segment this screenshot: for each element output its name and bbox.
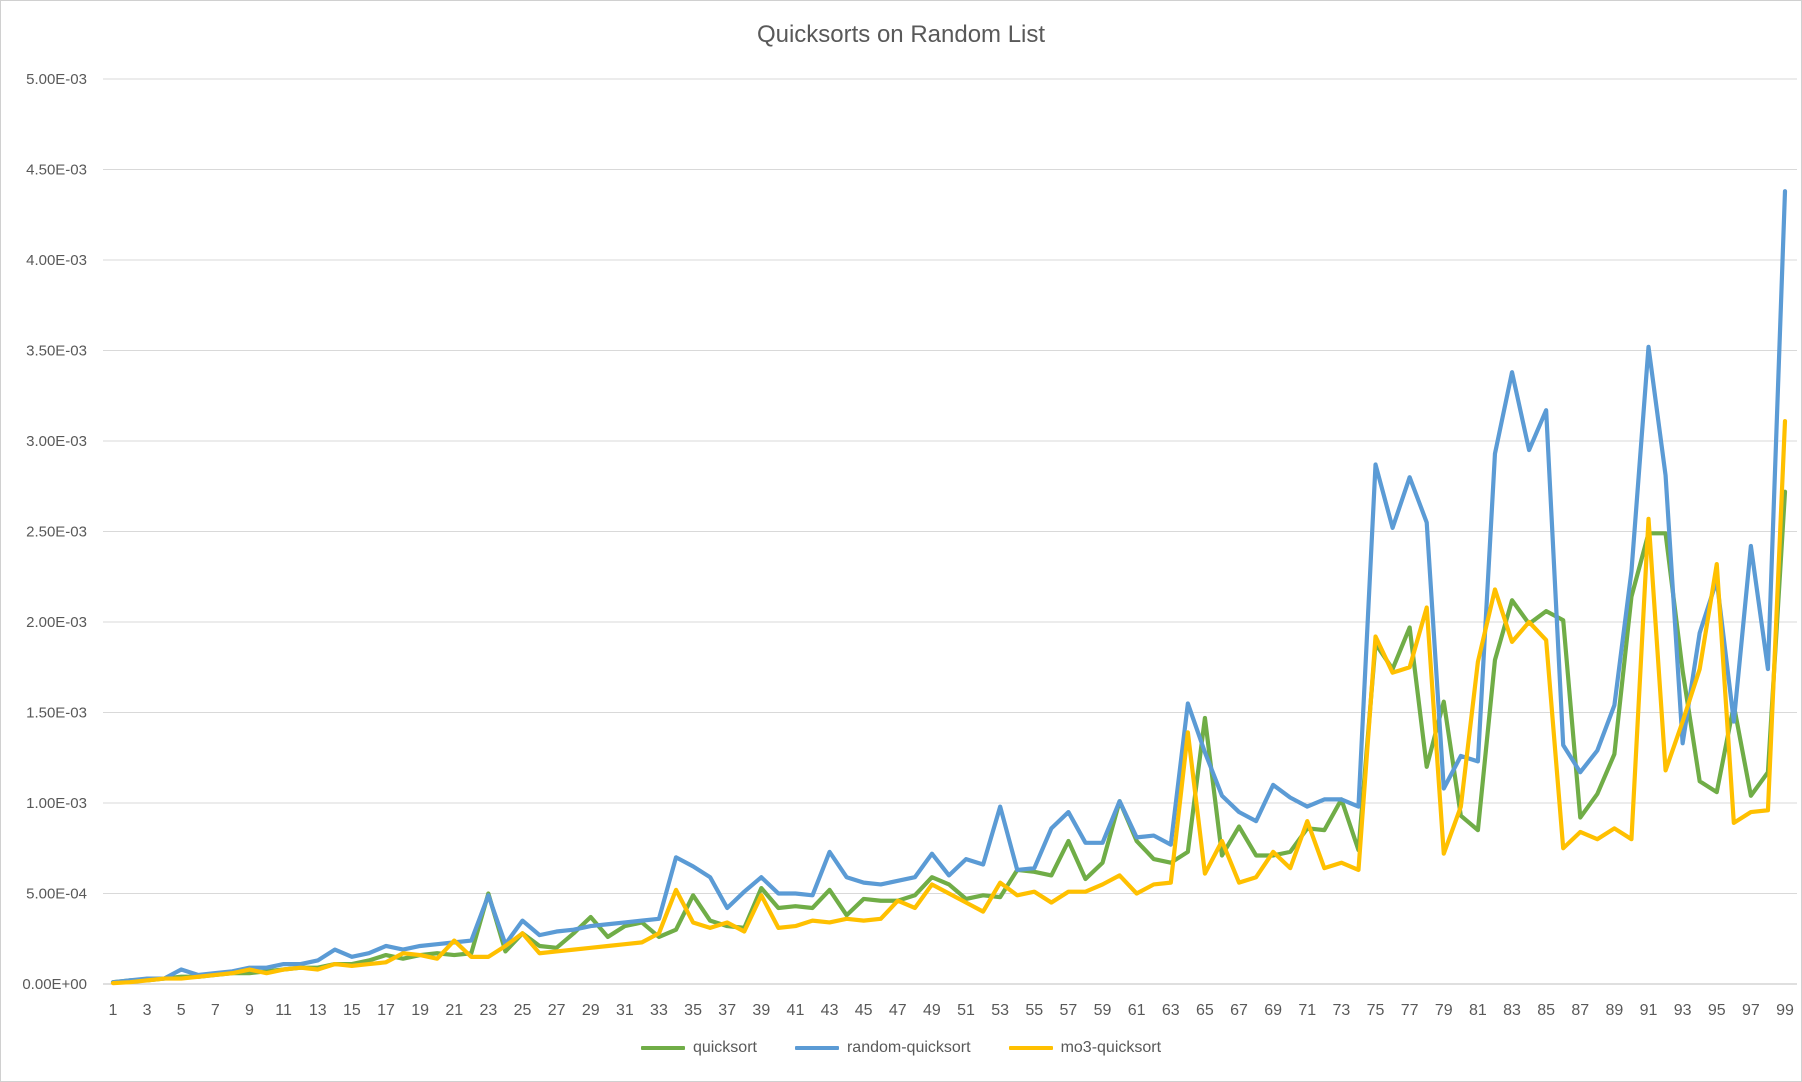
- x-tick-label: 67: [1230, 1002, 1248, 1019]
- legend-item-random-quicksort: random-quicksort: [794, 1039, 971, 1057]
- x-tick-label: 81: [1469, 1002, 1487, 1019]
- x-tick-label: 3: [143, 1002, 152, 1019]
- y-tick-label: 4.00E-03: [26, 252, 87, 269]
- legend: quicksort random-quicksort mo3-quicksort: [1, 1039, 1801, 1057]
- x-tick-label: 55: [1025, 1002, 1043, 1019]
- series-line-mo3-quicksort: [110, 418, 1788, 986]
- x-tick-label: 17: [377, 1002, 395, 1019]
- x-tick-label: 35: [684, 1002, 702, 1019]
- x-tick-label: 65: [1196, 1002, 1214, 1019]
- x-tick-label: 79: [1435, 1002, 1453, 1019]
- y-tick-label: 5.00E-04: [26, 886, 87, 903]
- x-tick-label: 89: [1605, 1002, 1623, 1019]
- x-tick-label: 57: [1060, 1002, 1078, 1019]
- x-tick-label: 45: [855, 1002, 873, 1019]
- y-tick-label: 3.00E-03: [26, 433, 87, 450]
- x-tick-label: 99: [1776, 1002, 1794, 1019]
- x-tick-label: 31: [616, 1002, 634, 1019]
- x-tick-label: 69: [1264, 1002, 1282, 1019]
- legend-label: random-quicksort: [846, 1039, 971, 1056]
- x-tick-label: 41: [787, 1002, 805, 1019]
- x-tick-label: 49: [923, 1002, 941, 1019]
- x-tick-label: 61: [1128, 1002, 1146, 1019]
- y-tick-label: 2.00E-03: [26, 614, 87, 631]
- x-tick-label: 21: [445, 1002, 463, 1019]
- series-line-random-quicksort: [110, 189, 1788, 985]
- x-tick-label: 87: [1571, 1002, 1589, 1019]
- series-lines: [110, 189, 1788, 986]
- y-axis-tick-labels: 0.00E+00 5.00E-04 1.00E-03 1.50E-03 2.00E-03…: [22, 71, 87, 993]
- x-tick-label: 9: [245, 1002, 254, 1019]
- x-tick-label: 39: [752, 1002, 770, 1019]
- x-tick-label: 15: [343, 1002, 361, 1019]
- series-line-quicksort: [110, 489, 1788, 985]
- x-tick-label: 85: [1537, 1002, 1555, 1019]
- y-tick-label: 3.50E-03: [26, 343, 87, 360]
- gridlines: [103, 78, 1797, 985]
- x-tick-label: 53: [991, 1002, 1009, 1019]
- y-tick-label: 2.50E-03: [26, 524, 87, 541]
- y-tick-label: 1.00E-03: [26, 795, 87, 812]
- x-tick-label: 29: [582, 1002, 600, 1019]
- x-tick-label: 73: [1333, 1002, 1351, 1019]
- x-tick-label: 97: [1742, 1002, 1760, 1019]
- x-tick-label: 11: [275, 1002, 292, 1019]
- x-tick-label: 23: [479, 1002, 497, 1019]
- x-tick-label: 13: [309, 1002, 327, 1019]
- x-tick-label: 75: [1367, 1002, 1385, 1019]
- chart-title: Quicksorts on Random List: [756, 21, 1046, 48]
- x-tick-label: 93: [1674, 1002, 1692, 1019]
- x-tick-label: 77: [1401, 1002, 1419, 1019]
- x-tick-label: 91: [1640, 1002, 1658, 1019]
- legend-item-quicksort: quicksort: [640, 1039, 757, 1057]
- x-tick-label: 71: [1298, 1002, 1316, 1019]
- legend-swatch: [1008, 1046, 1053, 1050]
- x-tick-label: 33: [650, 1002, 668, 1019]
- x-tick-label: 25: [514, 1002, 532, 1019]
- x-axis-tick-labels: 1 3 5 7 9 11 13 15 17 19 21 23 25 27 29 31 33 35 37 39 41 43 4…: [109, 1002, 1794, 1019]
- x-tick-label: 27: [548, 1002, 566, 1019]
- y-tick-label: 5.00E-03: [26, 71, 87, 88]
- legend-swatch: [640, 1046, 685, 1050]
- legend-item-mo3-quicksort: mo3-quicksort: [1008, 1039, 1162, 1057]
- x-tick-label: 1: [109, 1002, 118, 1019]
- x-tick-label: 43: [821, 1002, 839, 1019]
- x-tick-label: 83: [1503, 1002, 1521, 1019]
- x-tick-label: 95: [1708, 1002, 1726, 1019]
- x-tick-label: 5: [177, 1002, 186, 1019]
- x-tick-label: 19: [411, 1002, 429, 1019]
- y-tick-label: 0.00E+00: [22, 976, 87, 993]
- x-tick-label: 63: [1162, 1002, 1180, 1019]
- y-tick-label: 4.50E-03: [26, 162, 87, 179]
- x-tick-label: 51: [957, 1002, 975, 1019]
- x-tick-label: 59: [1094, 1002, 1112, 1019]
- x-tick-label: 7: [211, 1002, 220, 1019]
- legend-swatch: [794, 1046, 839, 1050]
- legend-label: quicksort: [692, 1039, 757, 1056]
- y-tick-label: 1.50E-03: [26, 705, 87, 722]
- x-tick-label: 37: [718, 1002, 736, 1019]
- legend-label: mo3-quicksort: [1060, 1039, 1162, 1056]
- x-tick-label: 47: [889, 1002, 907, 1019]
